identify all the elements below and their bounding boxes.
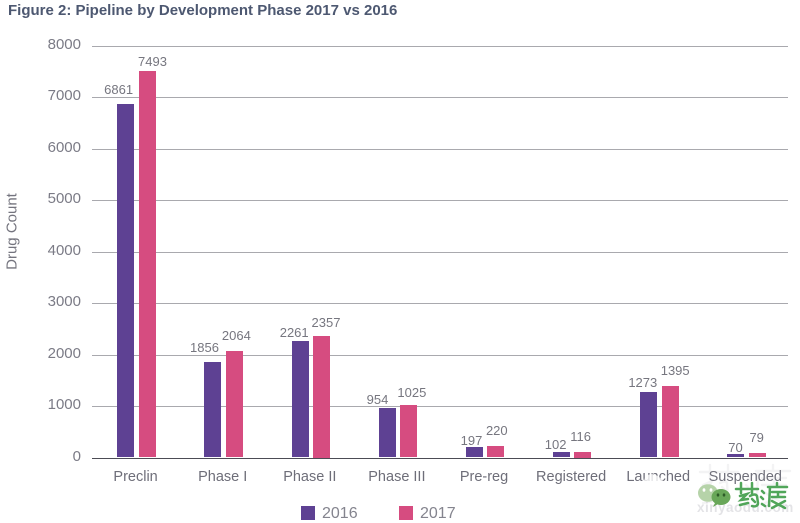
svg-text:xinyaodu.com: xinyaodu.com bbox=[697, 500, 794, 515]
